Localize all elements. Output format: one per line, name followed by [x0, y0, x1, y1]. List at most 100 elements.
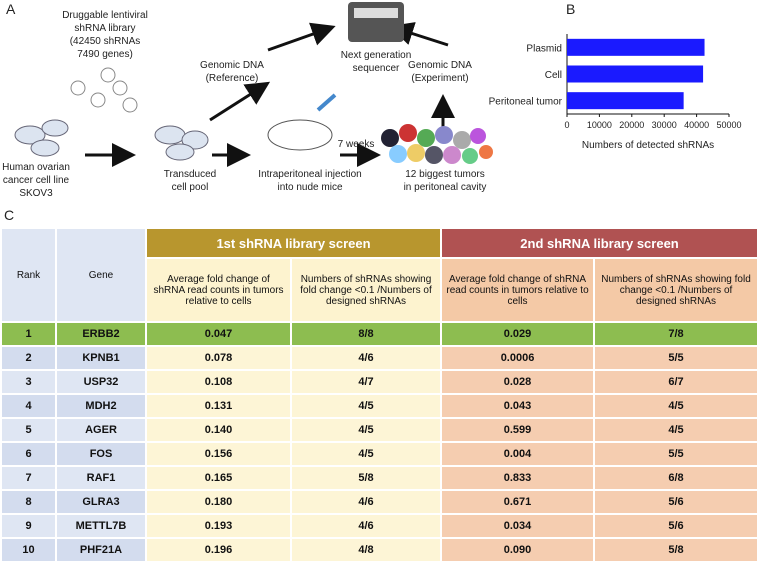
table-cell: 5/8	[289, 465, 443, 491]
table-cell: 4/7	[289, 369, 443, 395]
table-cell: 0.004	[440, 441, 596, 467]
table-cell: 6	[0, 441, 57, 467]
table-cell: MDH2	[55, 393, 147, 419]
table-cell: 3	[0, 369, 57, 395]
y-tick-label: Plasmid	[526, 43, 562, 54]
table-cell: RAF1	[55, 465, 147, 491]
tumor-icons	[381, 124, 493, 164]
table-cell: 4/5	[289, 393, 443, 419]
table-cell: 1	[0, 321, 57, 347]
table-cell: USP32	[55, 369, 147, 395]
table-cell: 4/6	[289, 513, 443, 539]
table-cell: 0.0006	[440, 345, 596, 371]
y-tick-label: Cell	[545, 70, 562, 81]
table-cell: GLRA3	[55, 489, 147, 515]
table-row: 7 RAF1 0.165 5/8 0.833 6/8	[0, 465, 757, 491]
x-tick-label: 20000	[619, 120, 644, 130]
table-row: 9 METTL7B 0.193 4/6 0.034 5/6	[0, 513, 757, 539]
table-cell: 0.078	[145, 345, 292, 371]
table-cell: 4/6	[289, 489, 443, 515]
table-cell: 5	[0, 417, 57, 443]
x-tick-label: 50000	[716, 120, 741, 130]
table-cell: 0.140	[145, 417, 292, 443]
table-cell: 0.196	[145, 537, 292, 563]
table-cell: 0.165	[145, 465, 292, 491]
table-cell: 4/8	[289, 537, 443, 563]
table-row: Rank Gene 1st shRNA library screen 2nd shRN…	[0, 227, 757, 323]
x-tick-label: 30000	[652, 120, 677, 130]
table-cell: ERBB2	[55, 321, 147, 347]
table-row: 3 USP32 0.108 4/7 0.028 6/7	[0, 369, 757, 395]
table-row: 8 GLRA3 0.180 4/6 0.671 5/6	[0, 489, 757, 515]
diagram-text: (42450 shRNAs	[70, 36, 141, 47]
table-cell: 4/5	[289, 441, 443, 467]
table-cell: PHF21A	[55, 537, 147, 563]
diagram-text: Human ovarian	[2, 162, 70, 173]
diagram-text: (Reference)	[206, 73, 259, 84]
table-cell: 4/6	[289, 345, 443, 371]
table-cell: 0.034	[440, 513, 596, 539]
column-header: Gene	[55, 227, 147, 323]
diagram-text: Druggable lentiviral	[62, 10, 148, 21]
column-header: Average fold change of shRNA read counts…	[145, 257, 292, 323]
table-cell: 6/7	[593, 369, 757, 395]
bar	[567, 92, 684, 110]
table-cell: 0.047	[145, 321, 292, 347]
table-cell: 0.043	[440, 393, 596, 419]
table-cell: 0.193	[145, 513, 292, 539]
column-header: Numbers of shRNAs showing fold change <0…	[289, 257, 443, 323]
table-cell: 7	[0, 465, 57, 491]
virus-icons	[70, 67, 138, 113]
table-cell: FOS	[55, 441, 147, 467]
x-axis-label: Numbers of detected shRNAs	[582, 140, 714, 151]
diagram-text: Genomic DNA	[200, 60, 264, 71]
diagram-text: Transduced	[164, 169, 216, 180]
results-table: Rank Gene 1st shRNA library screen 2nd shRN…	[0, 227, 757, 563]
column-header: Average fold change of shRNA read counts…	[440, 257, 596, 323]
bar	[567, 65, 704, 83]
diagram-text: 7 weeks	[338, 139, 375, 150]
diagram-text: 12 biggest tumors	[405, 169, 485, 180]
x-tick-label: 0	[564, 120, 569, 130]
table-cell: 0.156	[145, 441, 292, 467]
table-cell: 0.833	[440, 465, 596, 491]
table-cell: 0.671	[440, 489, 596, 515]
x-tick-label: 10000	[587, 120, 612, 130]
table-row: 6 FOS 0.156 4/5 0.004 5/5	[0, 441, 757, 467]
diagram-text: Next generation	[341, 50, 412, 61]
diagram-text: cancer cell line	[3, 175, 70, 186]
diagram-text: Genomic DNA	[408, 60, 472, 71]
table-row: 2 KPNB1 0.078 4/6 0.0006 5/5	[0, 345, 757, 371]
x-tick-label: 40000	[684, 120, 709, 130]
panel-label: B	[566, 1, 575, 17]
table-cell: 4/5	[289, 417, 443, 443]
bar	[567, 38, 705, 56]
table-cell: 8/8	[289, 321, 443, 347]
table-cell: 10	[0, 537, 57, 563]
column-header: Rank	[0, 227, 57, 323]
table-row: 10 PHF21A 0.196 4/8 0.090 5/8	[0, 537, 757, 563]
table-cell: 5/5	[593, 345, 757, 371]
figure: A B C Druggable lentiviral shRNA library (…	[2, 1, 741, 223]
group-header: 1st shRNA library screen	[144, 227, 443, 259]
table-cell: 0.028	[440, 369, 596, 395]
table-cell: 0.090	[440, 537, 596, 563]
table-cell: AGER	[55, 417, 147, 443]
table-cell: 0.180	[145, 489, 292, 515]
mouse-icon	[267, 119, 333, 151]
table-cell: 5/8	[593, 537, 757, 563]
icons	[14, 2, 493, 164]
table-cell: 2	[0, 345, 57, 371]
table-cell: KPNB1	[55, 345, 147, 371]
diagram-text: in peritoneal cavity	[404, 182, 487, 193]
diagram-text: (Experiment)	[411, 73, 468, 84]
table-cell: 0.599	[440, 417, 596, 443]
panel-label: C	[4, 207, 14, 223]
table-cell: 0.029	[440, 321, 596, 347]
panel-label: A	[6, 1, 16, 17]
table-cell: 7/8	[593, 321, 757, 347]
y-tick-label: Peritoneal tumor	[489, 97, 563, 108]
table-cell: 8	[0, 489, 57, 515]
table-cell: 0.131	[145, 393, 292, 419]
